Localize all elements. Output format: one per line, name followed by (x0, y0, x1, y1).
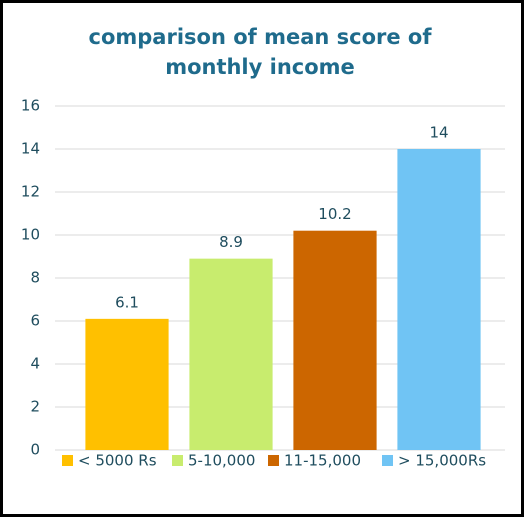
y-tick-label: 12 (21, 183, 40, 201)
y-tick-label: 4 (30, 355, 40, 373)
data-label: 14 (429, 124, 448, 142)
legend-swatch (172, 455, 183, 466)
legend-swatch (382, 455, 393, 466)
y-tick-label: 8 (30, 269, 40, 287)
data-label: 8.9 (219, 233, 243, 251)
bar (85, 318, 169, 450)
y-tick-label: 0 (30, 441, 40, 459)
y-tick-label: 2 (30, 398, 40, 416)
y-tick-label: 10 (21, 226, 40, 244)
legend-label: < 5000 Rs (78, 452, 157, 470)
y-tick-label: 16 (21, 97, 40, 115)
bar (397, 149, 481, 450)
bar (189, 258, 273, 450)
legend-label: > 15,000Rs (398, 452, 486, 470)
legend-swatch (62, 455, 73, 466)
bar (293, 230, 377, 450)
legend-label: 5-10,000 (188, 452, 255, 470)
chart-title: comparison of mean score of monthly inco… (88, 25, 432, 79)
data-label: 10.2 (318, 205, 351, 223)
y-tick-label: 6 (30, 312, 40, 330)
legend-label: 11-15,000 (284, 452, 361, 470)
y-tick-label: 14 (21, 140, 40, 158)
data-label: 6.1 (115, 293, 139, 311)
legend-swatch (268, 455, 279, 466)
